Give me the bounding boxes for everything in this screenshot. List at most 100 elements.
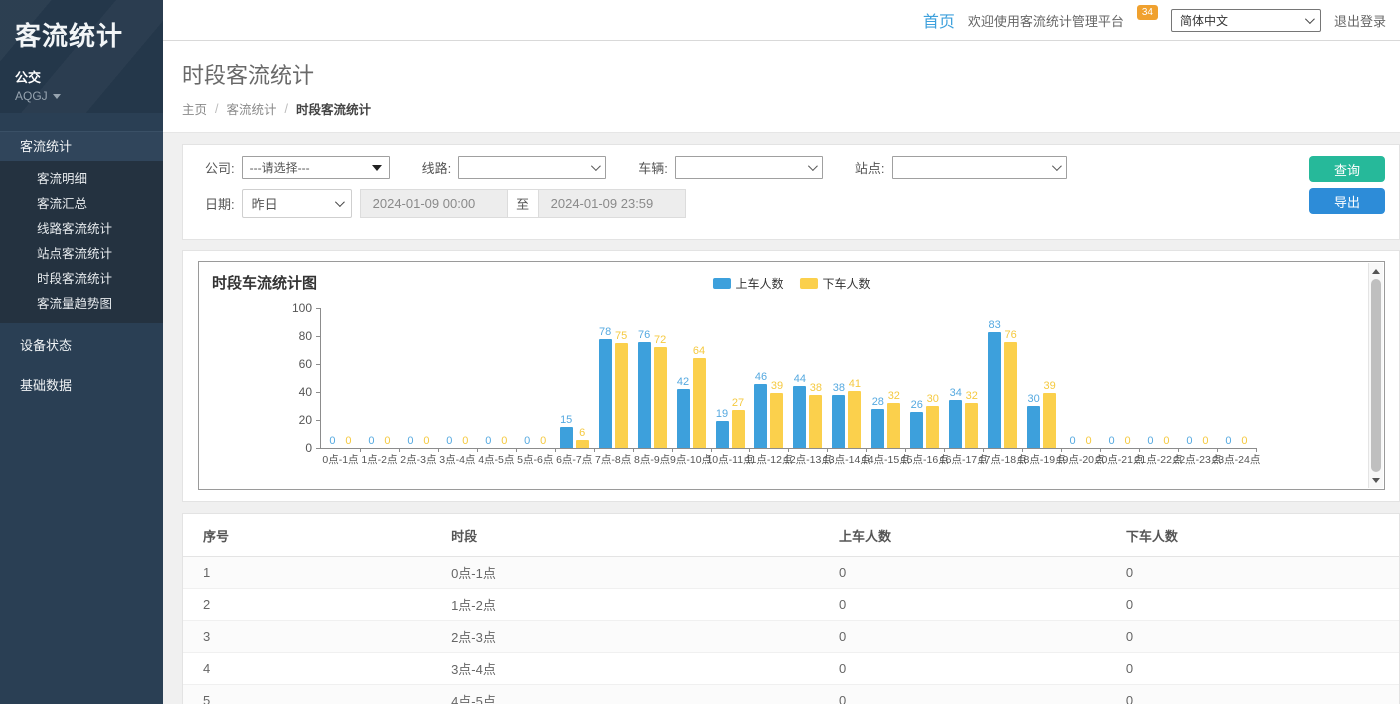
sidebar-item-0[interactable]: 客流明细 xyxy=(0,167,163,192)
legend-item-1[interactable]: 下车人数 xyxy=(800,275,871,292)
table-cell: 0 xyxy=(819,621,1106,653)
logout-link[interactable]: 退出登录 xyxy=(1334,11,1386,30)
y-axis-tick-label: 100 xyxy=(278,302,312,314)
vehicle-label: 车辆: xyxy=(638,158,668,177)
bar-column: 32 xyxy=(965,309,978,448)
bar-boarding xyxy=(716,421,729,448)
bar-alighting xyxy=(576,440,589,448)
bar-group-10: 192710点-11点 xyxy=(711,309,750,448)
date-range-separator: 至 xyxy=(508,189,538,218)
bar-alighting xyxy=(926,406,939,448)
table-cell: 2 xyxy=(183,589,431,621)
home-link[interactable]: 首页 xyxy=(923,8,955,32)
bar-column: 0 xyxy=(342,309,355,448)
bar-value-label: 32 xyxy=(966,390,978,402)
table-row: 21点-2点00 xyxy=(183,589,1399,621)
table-panel: 序号时段上车人数下车人数 10点-1点0021点-2点0032点-3点0043点… xyxy=(182,513,1400,704)
sidebar-section-1[interactable]: 设备状态 xyxy=(0,329,163,363)
notification-badge[interactable]: 34 xyxy=(1137,5,1158,20)
station-label: 站点: xyxy=(855,158,885,177)
bar-column: 30 xyxy=(1027,309,1040,448)
sidebar-item-1[interactable]: 客流汇总 xyxy=(0,192,163,217)
content-area: 公司: ---请选择--- 线路: 车辆: xyxy=(163,133,1400,704)
bar-value-label: 0 xyxy=(1086,435,1092,447)
line-select[interactable] xyxy=(458,156,606,179)
bar-group-13: 384113点-14点 xyxy=(827,309,866,448)
export-button[interactable]: 导出 xyxy=(1309,188,1385,214)
bar-column: 0 xyxy=(1199,309,1212,448)
scrollbar-thumb[interactable] xyxy=(1371,279,1381,472)
table-cell: 0 xyxy=(819,685,1106,704)
scroll-down-arrow-icon[interactable] xyxy=(1369,473,1383,487)
x-axis-category-label: 8点-9点 xyxy=(634,452,670,467)
bar-value-label: 83 xyxy=(989,319,1001,331)
language-select[interactable]: 简体中文 xyxy=(1171,9,1321,32)
bar-group-5: 005点-6点 xyxy=(516,309,555,448)
breadcrumb-section[interactable]: 客流统计 xyxy=(227,99,277,118)
y-axis-tick-label: 20 xyxy=(278,414,312,426)
sidebar-item-5[interactable]: 客流量趋势图 xyxy=(0,292,163,317)
bar-column: 19 xyxy=(716,309,729,448)
legend-item-0[interactable]: 上车人数 xyxy=(712,275,783,292)
bar-group-8: 76728点-9点 xyxy=(633,309,672,448)
query-button[interactable]: 查询 xyxy=(1309,156,1385,182)
station-select[interactable] xyxy=(892,156,1067,179)
bar-value-label: 0 xyxy=(524,435,530,447)
date-preset-select[interactable]: 昨日 xyxy=(242,189,352,218)
bar-value-label: 46 xyxy=(755,371,767,383)
bar-column: 0 xyxy=(365,309,378,448)
bar-group-19: 0019点-20点 xyxy=(1061,309,1100,448)
x-axis-category-label: 4点-5点 xyxy=(478,452,514,467)
bar-alighting xyxy=(965,403,978,448)
sidebar-item-2[interactable]: 线路客流统计 xyxy=(0,217,163,242)
bar-alighting xyxy=(770,393,783,448)
bar-column: 0 xyxy=(420,309,433,448)
bar-value-label: 0 xyxy=(1241,435,1247,447)
legend-swatch-icon xyxy=(800,278,818,289)
vehicle-select[interactable] xyxy=(675,156,823,179)
bar-value-label: 0 xyxy=(485,435,491,447)
bar-column: 0 xyxy=(1144,309,1157,448)
bar-value-label: 44 xyxy=(794,373,806,385)
bar-group-1: 001点-2点 xyxy=(360,309,399,448)
breadcrumb-home[interactable]: 主页 xyxy=(182,99,207,118)
chart-vertical-scrollbar[interactable] xyxy=(1368,263,1383,488)
scroll-up-arrow-icon[interactable] xyxy=(1369,264,1383,278)
sidebar-section-0[interactable]: 客流统计 xyxy=(0,131,163,161)
sidebar-item-4[interactable]: 时段客流统计 xyxy=(0,267,163,292)
x-axis-category-label: 2点-3点 xyxy=(400,452,436,467)
table-header-cell: 序号 xyxy=(183,516,431,557)
bar-value-label: 28 xyxy=(872,396,884,408)
bar-group-14: 283214点-15点 xyxy=(866,309,905,448)
filter-row-1: 公司: ---请选择--- 线路: 车辆: xyxy=(205,156,1289,179)
bar-value-label: 34 xyxy=(950,387,962,399)
bar-column: 15 xyxy=(560,309,573,448)
vehicle-filter: 车辆: xyxy=(638,156,823,179)
bar-column: 0 xyxy=(443,309,456,448)
company-select-value: ---请选择--- xyxy=(250,159,310,176)
x-axis-category-label: 5点-6点 xyxy=(517,452,553,467)
sidebar-section-2[interactable]: 基础数据 xyxy=(0,369,163,403)
bar-group-18: 303918点-19点 xyxy=(1022,309,1061,448)
bar-alighting xyxy=(732,410,745,448)
bar-group-3: 003点-4点 xyxy=(438,309,477,448)
bar-column: 38 xyxy=(809,309,822,448)
sidebar-item-3[interactable]: 站点客流统计 xyxy=(0,242,163,267)
bar-column: 39 xyxy=(1043,309,1056,448)
company-select[interactable]: ---请选择--- xyxy=(242,156,390,179)
bar-boarding xyxy=(560,427,573,448)
bar-alighting xyxy=(693,358,706,448)
date-to-input[interactable]: 2024-01-09 23:59 xyxy=(538,189,686,218)
bar-group-17: 837617点-18点 xyxy=(983,309,1022,448)
bar-column: 83 xyxy=(988,309,1001,448)
x-axis-category-label: 3点-4点 xyxy=(439,452,475,467)
station-filter: 站点: xyxy=(855,156,1067,179)
bar-column: 44 xyxy=(793,309,806,448)
bar-group-21: 0021点-22点 xyxy=(1139,309,1178,448)
org-code-dropdown[interactable]: AQGJ xyxy=(15,89,163,103)
date-from-input[interactable]: 2024-01-09 00:00 xyxy=(360,189,508,218)
app-window: 客流统计 公交 AQGJ 客流统计客流明细客流汇总线路客流统计站点客流统计时段客… xyxy=(0,0,1400,704)
bar-value-label: 0 xyxy=(446,435,452,447)
sidebar-menu: 客流统计客流明细客流汇总线路客流统计站点客流统计时段客流统计客流量趋势图设备状态… xyxy=(0,131,163,403)
table-cell: 0 xyxy=(819,589,1106,621)
